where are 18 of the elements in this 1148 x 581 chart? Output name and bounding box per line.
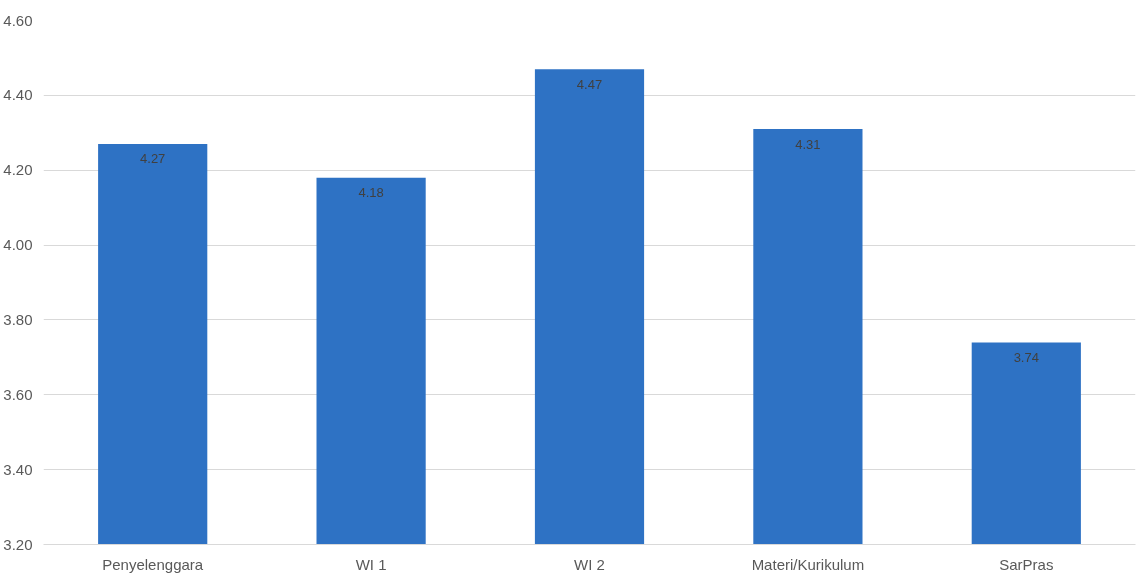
data-label: 3.74	[1013, 349, 1039, 365]
y-tick-label: 3.60	[3, 385, 33, 403]
y-tick-label: 4.20	[3, 161, 33, 179]
y-tick-label: 4.00	[3, 236, 33, 254]
x-tick-label: Penyelenggara	[102, 555, 204, 573]
data-label: 4.27	[140, 151, 166, 167]
x-tick-label: WI 2	[574, 555, 605, 573]
y-tick-label: 3.40	[3, 460, 33, 478]
y-tick-label: 3.80	[3, 310, 33, 328]
x-tick-label: SarPras	[999, 555, 1054, 573]
x-tick-label: Materi/Kurikulum	[751, 555, 865, 573]
y-tick-label: 4.60	[3, 11, 33, 29]
data-label: 4.47	[576, 76, 603, 92]
data-label: 4.31	[795, 136, 821, 152]
x-tick-label: WI 1	[355, 555, 387, 573]
y-tick-label: 3.20	[3, 535, 33, 553]
data-label: 4.18	[358, 185, 384, 201]
y-tick-label: 4.40	[3, 86, 33, 104]
